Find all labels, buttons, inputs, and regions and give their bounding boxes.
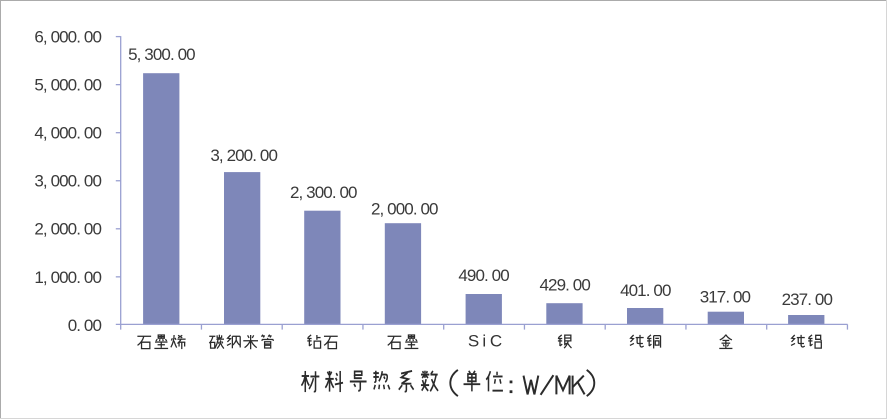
svg-text:490. 00: 490. 00 [458, 266, 509, 285]
svg-text:C: C [490, 332, 502, 351]
svg-text:S: S [468, 332, 479, 351]
svg-text:429. 00: 429. 00 [539, 276, 590, 295]
svg-text:2, 300. 00: 2, 300. 00 [290, 183, 357, 202]
svg-text:2, 000. 00: 2, 000. 00 [371, 199, 438, 218]
svg-text:401. 00: 401. 00 [620, 281, 671, 300]
svg-text:237. 00: 237. 00 [782, 290, 833, 309]
svg-text:3, 200. 00: 3, 200. 00 [210, 146, 277, 165]
svg-text:1, 000. 00: 1, 000. 00 [34, 268, 101, 287]
svg-text:i: i [482, 332, 486, 351]
svg-text:317. 00: 317. 00 [700, 288, 751, 307]
svg-text:3, 000. 00: 3, 000. 00 [34, 172, 101, 191]
svg-text:2, 000. 00: 2, 000. 00 [34, 220, 101, 239]
svg-text:0. 00: 0. 00 [68, 316, 102, 335]
svg-text:5, 000. 00: 5, 000. 00 [34, 76, 101, 95]
svg-text:6, 000. 00: 6, 000. 00 [34, 28, 101, 47]
svg-text:4, 000. 00: 4, 000. 00 [34, 124, 101, 143]
svg-text:5, 300. 00: 5, 300. 00 [128, 45, 195, 64]
